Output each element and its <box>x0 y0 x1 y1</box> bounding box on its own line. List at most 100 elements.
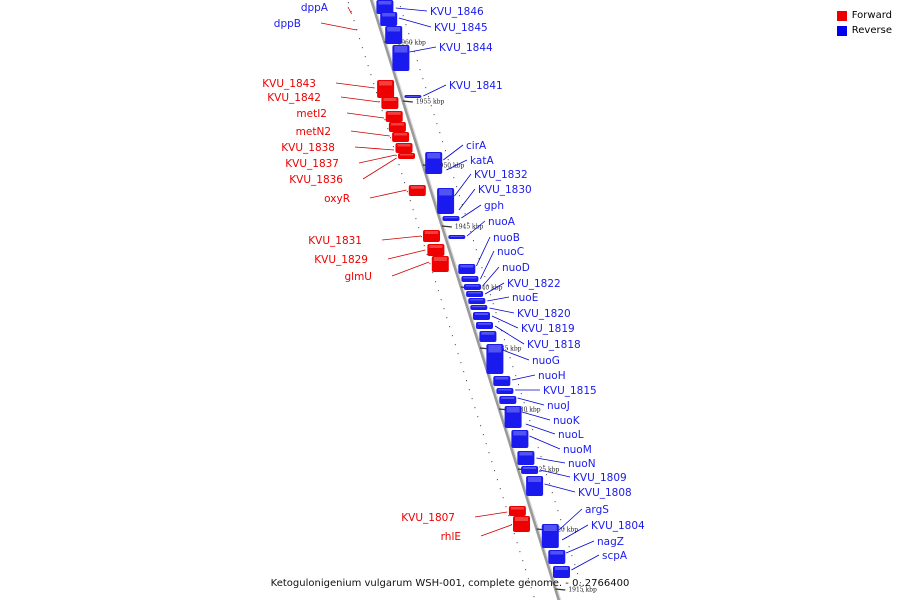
gene-label-kvu-1815[interactable]: KVU_1815 <box>543 385 597 397</box>
gene-label-kvu-1831[interactable]: KVU_1831 <box>308 235 362 247</box>
reverse-gene-block[interactable] <box>526 476 544 496</box>
reverse-gene-block[interactable] <box>493 376 511 386</box>
reverse-gene-block[interactable] <box>541 524 559 548</box>
reverse-gene-block[interactable] <box>392 45 410 71</box>
gene-label-nuoc[interactable]: nuoC <box>497 246 524 258</box>
gene-label-nagz[interactable]: nagZ <box>597 536 624 548</box>
gene-label-kvu-1837[interactable]: KVU_1837 <box>285 158 339 170</box>
gene-label-nuob[interactable]: nuoB <box>493 232 520 244</box>
reverse-gene-block[interactable] <box>437 188 455 214</box>
reverse-gene-block[interactable] <box>385 26 403 44</box>
gene-label-kvu-1808[interactable]: KVU_1808 <box>578 487 632 499</box>
forward-gene-block[interactable] <box>392 132 410 142</box>
guide-dot <box>537 447 539 449</box>
gene-label-kvu-1820[interactable]: KVU_1820 <box>517 308 571 320</box>
guide-dot <box>395 155 397 157</box>
gene-label-kvu-1804[interactable]: KVU_1804 <box>591 520 645 532</box>
forward-gene-block[interactable] <box>513 516 530 532</box>
gene-label-kvu-1846[interactable]: KVU_1846 <box>430 6 484 18</box>
gene-label-nuog[interactable]: nuoG <box>532 355 560 367</box>
forward-gene-block[interactable] <box>427 244 445 256</box>
forward-gene-block[interactable] <box>388 122 406 132</box>
gene-label-args[interactable]: argS <box>585 504 609 516</box>
reverse-gene-block[interactable] <box>473 312 490 320</box>
reverse-gene-block[interactable] <box>468 298 486 304</box>
reverse-gene-block[interactable] <box>376 0 394 14</box>
guide-dot <box>519 551 521 553</box>
reverse-gene-block[interactable] <box>463 284 481 290</box>
reverse-gene-block[interactable] <box>479 331 497 342</box>
forward-gene-block[interactable] <box>377 80 395 98</box>
reverse-gene-block[interactable] <box>442 216 460 221</box>
reverse-gene-block[interactable] <box>425 152 443 174</box>
gene-label-nuoj[interactable]: nuoJ <box>547 400 570 412</box>
gene-label-kvu-1818[interactable]: KVU_1818 <box>527 339 581 351</box>
guide-dot <box>454 344 456 346</box>
gene-label-nuoh[interactable]: nuoH <box>538 370 566 382</box>
gene-label-kvu-1845[interactable]: KVU_1845 <box>434 22 488 34</box>
gene-label-kvu-1844[interactable]: KVU_1844 <box>439 42 493 54</box>
forward-gene-block[interactable] <box>381 97 399 109</box>
gene-label-kvu-1832[interactable]: KVU_1832 <box>474 169 528 181</box>
forward-gene-block[interactable] <box>385 111 403 122</box>
reverse-gene-block[interactable] <box>404 95 422 98</box>
reverse-gene-block[interactable] <box>448 235 466 239</box>
reverse-gene-block[interactable] <box>499 396 517 404</box>
gene-label-nuol[interactable]: nuoL <box>558 429 584 441</box>
reverse-gene-block[interactable] <box>504 406 522 428</box>
guide-dot <box>475 249 477 251</box>
gene-label-kvu-1842[interactable]: KVU_1842 <box>267 92 321 104</box>
forward-gene-block[interactable] <box>508 506 526 516</box>
gene-label-gph[interactable]: gph <box>484 200 504 212</box>
reverse-gene-block[interactable] <box>511 430 529 448</box>
reverse-gene-block[interactable] <box>553 566 570 578</box>
reverse-gene-block[interactable] <box>466 291 484 297</box>
reverse-gene-block[interactable] <box>476 322 493 329</box>
gene-label-glmu[interactable]: glmU <box>345 271 373 283</box>
reverse-gene-block[interactable] <box>548 550 566 564</box>
gene-label-rhle[interactable]: rhlE <box>441 531 461 543</box>
gene-label-kvu-1822[interactable]: KVU_1822 <box>507 278 561 290</box>
guide-dot <box>485 443 487 445</box>
reverse-gene-block[interactable] <box>496 388 514 394</box>
gene-label-meti2[interactable]: metI2 <box>296 108 327 120</box>
gene-label-kvu-1838[interactable]: KVU_1838 <box>281 142 335 154</box>
gene-label-dppb[interactable]: dppB <box>274 18 301 30</box>
gene-label-kvu-1807[interactable]: KVU_1807 <box>401 512 455 524</box>
gene-label-dppa[interactable]: dppA <box>301 2 329 14</box>
reverse-gene-block[interactable] <box>458 264 476 274</box>
reverse-gene-block[interactable] <box>521 466 539 474</box>
guide-dot <box>464 213 466 215</box>
gene-label-nuod[interactable]: nuoD <box>502 262 530 274</box>
gene-label-kata[interactable]: katA <box>470 155 494 167</box>
gene-label-kvu-1836[interactable]: KVU_1836 <box>289 174 343 186</box>
gene-label-oxyr[interactable]: oxyR <box>324 193 350 205</box>
forward-gene-block[interactable] <box>423 230 440 242</box>
forward-gene-block[interactable] <box>395 143 413 153</box>
gene-block-shine <box>519 452 533 456</box>
forward-gene-block[interactable] <box>408 185 426 196</box>
gene-label-scpa[interactable]: scpA <box>602 550 628 562</box>
forward-gene-block[interactable] <box>431 256 449 272</box>
gene-label-cira[interactable]: cirA <box>466 140 487 152</box>
reverse-gene-block[interactable] <box>486 344 504 374</box>
guide-dot <box>449 326 451 328</box>
forward-gene-block[interactable] <box>398 153 415 159</box>
label-leader-line <box>484 282 505 295</box>
gene-label-nuom[interactable]: nuoM <box>563 444 592 456</box>
gene-label-kvu-1809[interactable]: KVU_1809 <box>573 472 627 484</box>
gene-label-metn2[interactable]: metN2 <box>296 126 331 138</box>
reverse-gene-block[interactable] <box>380 12 398 26</box>
reverse-gene-block[interactable] <box>470 305 488 310</box>
gene-label-kvu-1829[interactable]: KVU_1829 <box>314 254 368 266</box>
gene-label-kvu-1819[interactable]: KVU_1819 <box>521 323 575 335</box>
gene-label-kvu-1841[interactable]: KVU_1841 <box>449 80 503 92</box>
gene-label-nuon[interactable]: nuoN <box>568 458 596 470</box>
reverse-gene-block[interactable] <box>517 451 535 465</box>
gene-label-nuoa[interactable]: nuoA <box>488 216 516 228</box>
gene-label-nuoe[interactable]: nuoE <box>512 292 538 304</box>
gene-label-nuok[interactable]: nuoK <box>553 415 581 427</box>
gene-label-kvu-1843[interactable]: KVU_1843 <box>262 78 316 90</box>
reverse-gene-block[interactable] <box>461 276 479 282</box>
gene-label-kvu-1830[interactable]: KVU_1830 <box>478 184 532 196</box>
